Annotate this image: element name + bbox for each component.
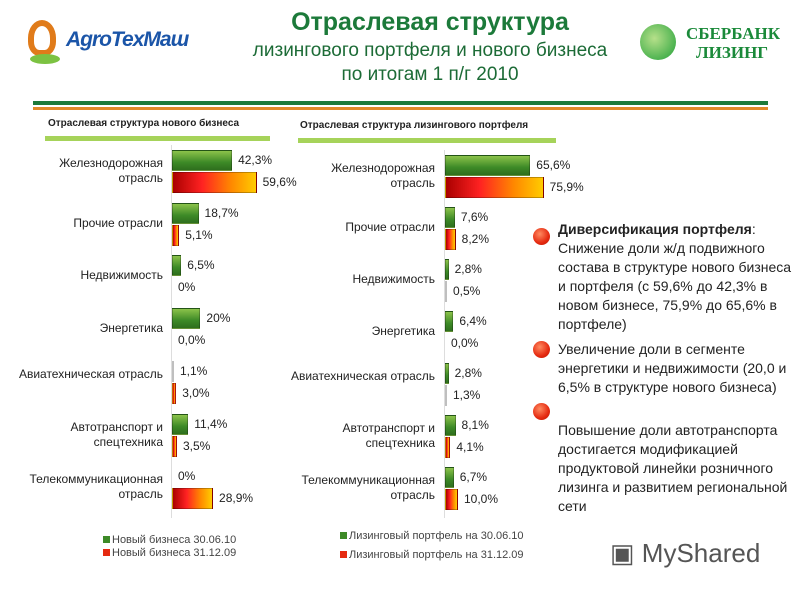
bar-2010 [172, 413, 189, 435]
data-label: 0% [178, 469, 196, 484]
data-label: 5,1% [185, 227, 213, 242]
data-label: 3,0% [182, 385, 210, 400]
bar-2009 [445, 489, 458, 510]
bar-2010 [172, 150, 233, 171]
presentation-icon: ▣ [610, 538, 642, 568]
bar-2009 [445, 437, 451, 458]
category-label: Недвижимость [352, 272, 435, 286]
bar-2010 [172, 308, 201, 330]
sberbank-check-icon [640, 24, 676, 60]
data-label: 28,9% [219, 491, 254, 506]
data-label: 6,4% [459, 314, 487, 328]
category-label: Энергетика [371, 324, 435, 338]
category-label: Авиатехническая отрасль [290, 369, 435, 383]
category-label: Прочие отрасли [73, 215, 163, 230]
legend-item-new-business-2009: Новый бизнеса 31.12.09 [103, 547, 236, 559]
bar-2009 [445, 229, 456, 250]
data-label: 10,0% [464, 492, 499, 506]
data-label: 42,3% [238, 153, 273, 167]
data-label: 1,3% [453, 388, 481, 402]
data-label: 0,5% [453, 284, 481, 298]
data-label: 2,8% [454, 262, 482, 276]
legend-item-portfolio-2010: Лизинговый портфель на 30.06.10 [340, 530, 524, 542]
bar-2010 [445, 259, 449, 280]
bar-2010 [445, 467, 454, 488]
bar-2009 [445, 385, 447, 406]
page-title: Отраслевая структура [291, 8, 569, 36]
data-label: 0% [178, 280, 196, 295]
bar-2009 [172, 172, 257, 193]
bar-2010 [172, 360, 174, 382]
chart-title-new-business: Отраслевая структура нового бизнеса [48, 118, 240, 129]
data-label: 75,9% [549, 180, 584, 194]
chart-title-portfolio: Отраслевая структура лизингового портфел… [300, 120, 529, 131]
bullet-energy-realestate: Увеличение доли в сегменте энергетики и … [558, 341, 787, 395]
agrotexmash-logo: AgroTexMaш [28, 18, 203, 64]
y-axis-line [444, 150, 445, 518]
data-label: 7,6% [460, 210, 489, 224]
y-axis-line [171, 145, 172, 518]
category-label: Железнодорожная отрасль [59, 156, 163, 185]
category-label: Недвижимость [80, 268, 163, 283]
data-label: 65,6% [536, 158, 571, 172]
category-label: Энергетика [99, 321, 163, 336]
legend-item-new-business-2010: Новый бизнеса 30.06.10 [103, 534, 236, 546]
bar-2010 [445, 207, 455, 228]
bar-2010 [445, 311, 454, 332]
data-label: 0,0% [178, 333, 206, 348]
bar-2010 [445, 155, 531, 176]
data-label: 8,1% [461, 418, 489, 432]
category-label: Авиатехническая отрасль [18, 366, 163, 381]
data-label: 59,6% [262, 175, 297, 189]
category-label: Телекоммуникационная отрасль [301, 473, 436, 502]
bar-2009 [172, 435, 177, 457]
bar-2010 [445, 363, 449, 384]
myshared-watermark: ▣ MyShared [610, 538, 761, 568]
bar-2010 [172, 255, 182, 277]
bar-2009 [172, 224, 180, 246]
bar-2009 [172, 488, 214, 510]
bar-2010 [172, 202, 199, 224]
bullet-diversification: Диверсификация портфеля: Снижение доли ж… [558, 221, 792, 332]
bar-2010 [445, 415, 456, 436]
data-label: 6,7% [459, 470, 488, 484]
data-label: 8,2% [461, 232, 490, 246]
bar-2009 [172, 382, 177, 404]
data-label: 0,0% [451, 336, 479, 350]
bullet-icon [533, 341, 550, 358]
bar-2009 [445, 177, 544, 198]
section-underline [298, 138, 556, 143]
data-label: 18,7% [204, 205, 239, 220]
data-label: 3,5% [182, 438, 211, 453]
data-label: 2,8% [454, 366, 482, 380]
category-label: Прочие отрасли [345, 220, 435, 234]
header-divider-green [33, 101, 768, 105]
section-underline [45, 136, 270, 141]
data-label: 20% [206, 311, 231, 326]
bullet-autotransport: Повышение доли автотранспорта достигаетс… [558, 422, 788, 514]
bar-2009 [445, 281, 447, 302]
page-subtitle-2: по итогам 1 п/г 2010 [341, 64, 519, 85]
data-label: 4,1% [456, 440, 484, 454]
category-label: Автотранспорт и спецтехника [342, 421, 435, 450]
category-label: Железнодорожная отрасль [331, 161, 435, 190]
legend-item-portfolio-2009: Лизинговый портфель на 31.12.09 [340, 549, 524, 561]
data-label: 1,1% [180, 363, 208, 378]
bullet-icon [533, 228, 550, 245]
bullet-icon [533, 403, 550, 420]
page-subtitle-1: лизингового портфеля и нового бизнеса [252, 40, 608, 61]
sberbank-leasing-logo: СБЕРБАНК ЛИЗИНГ [640, 22, 780, 67]
category-label: Автотранспорт и спецтехника [70, 419, 163, 449]
category-label: Телекоммуникационная отрасль [29, 472, 164, 502]
header-divider-orange [33, 107, 768, 110]
data-label: 6,5% [187, 258, 215, 273]
data-label: 11,4% [194, 416, 228, 431]
